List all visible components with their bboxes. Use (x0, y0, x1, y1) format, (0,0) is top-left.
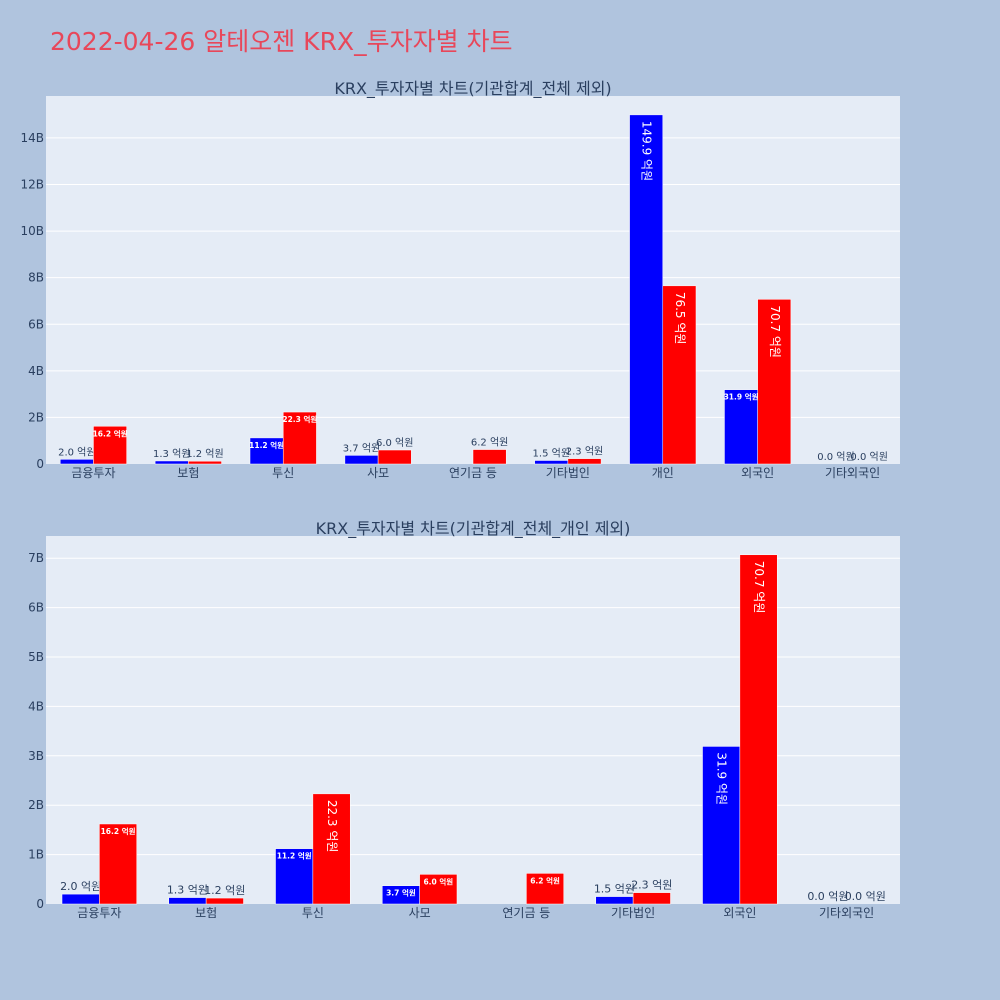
bar (739, 554, 778, 905)
data-label: 1.5 억원 (594, 883, 635, 896)
x-tick-label: 기타외국인 (825, 466, 880, 480)
data-label: 6.2 억원 (530, 875, 560, 885)
x-tick-label: 개인 (652, 466, 674, 480)
data-label: 6.0 억원 (376, 437, 413, 449)
x-tick-label: 외국인 (741, 466, 774, 480)
data-label: 31.9 억원 (724, 392, 759, 402)
bar (99, 823, 137, 905)
x-tick-label: 기타법인 (611, 906, 655, 920)
x-tick-label: 외국인 (723, 906, 756, 920)
y-tick-label: 8B (28, 271, 44, 285)
x-tick-label: 투신 (272, 466, 294, 480)
data-label: 2.3 억원 (631, 879, 672, 892)
bar (205, 897, 244, 905)
y-tick-label: 5B (28, 650, 44, 664)
bar (595, 896, 634, 905)
x-tick-label: 보험 (195, 906, 217, 920)
bar (154, 460, 189, 465)
y-tick-label: 3B (28, 749, 44, 763)
data-label: 6.0 억원 (423, 876, 453, 886)
page-title: 2022-04-26 알테오젠 KRX_투자자별 차트 (50, 27, 513, 56)
y-tick-label: 0 (36, 457, 44, 471)
bar (377, 449, 412, 465)
bar (275, 848, 314, 905)
y-tick-label: 2B (28, 798, 44, 812)
x-tick-label: 기타법인 (546, 466, 590, 480)
y-tick-label: 4B (28, 364, 44, 378)
data-label: 1.5 억원 (533, 448, 570, 460)
data-label: 0.0 억원 (845, 890, 886, 903)
bar (93, 426, 127, 465)
y-tick-label: 6B (28, 317, 44, 331)
bar (344, 455, 379, 465)
bar (526, 873, 564, 905)
data-label: 2.0 억원 (58, 446, 95, 458)
data-label: 1.3 억원 (167, 884, 208, 897)
bar (419, 874, 458, 905)
bar (472, 449, 507, 465)
data-label: 3.7 억원 (386, 888, 416, 898)
y-tick-label: 4B (28, 699, 44, 713)
y-tick-label: 2B (28, 410, 44, 424)
data-label: 1.3 억원 (153, 448, 190, 460)
y-tick-label: 14B (20, 131, 44, 145)
data-label: 149.9 억원 (640, 121, 654, 181)
chart-1: KRX_투자자별 차트(기관합계_전체 제외) 0 2B 4B 6B 8B 10B 12B 14… (20, 79, 900, 480)
bar (632, 892, 671, 905)
chart-title: KRX_투자자별 차트(기관합계_전체_개인 제외) (316, 519, 631, 539)
data-label: 2.3 억원 (566, 446, 603, 458)
x-tick-label: 연기금 등 (449, 466, 497, 480)
data-label: 31.9 억원 (715, 752, 729, 805)
y-tick-label: 6B (28, 601, 44, 615)
data-label: 0.0 억원 (817, 451, 854, 463)
x-tick-label: 연기금 등 (502, 906, 550, 920)
data-label: 16.2 억원 (93, 428, 128, 438)
y-tick-label: 12B (20, 178, 44, 192)
data-label: 22.3 억원 (325, 800, 339, 853)
y-tick-label: 0 (36, 897, 44, 911)
data-label: 11.2 억원 (277, 851, 312, 861)
data-label: 0.0 억원 (850, 451, 887, 463)
data-label: 1.2 억원 (204, 884, 245, 897)
y-tick-label: 10B (20, 224, 44, 238)
x-tick-label: 사모 (409, 906, 431, 920)
data-label: 6.2 억원 (471, 437, 508, 449)
bar (282, 411, 317, 465)
data-label: 70.7 억원 (752, 561, 766, 614)
data-label: 2.0 억원 (60, 880, 101, 893)
bar (534, 460, 569, 465)
data-label: 11.2 억원 (249, 440, 284, 450)
x-tick-label: 사모 (367, 466, 389, 480)
chart-title: KRX_투자자별 차트(기관합계_전체 제외) (334, 79, 611, 99)
data-label: 70.7 억원 (768, 305, 782, 358)
bar (567, 458, 602, 465)
data-label: 3.7 억원 (343, 442, 380, 454)
data-label: 0.0 억원 (807, 890, 848, 903)
bar (724, 389, 758, 465)
chart-2: KRX_투자자별 차트(기관합계_전체_개인 제외) 0 1B 2B 3B 4B 5B 6B 7… (28, 519, 900, 920)
bar (757, 299, 792, 465)
bar (188, 460, 222, 465)
y-tick-label: 7B (28, 551, 44, 565)
x-tick-label: 투신 (302, 906, 324, 920)
x-tick-label: 보험 (177, 466, 199, 480)
bar (61, 893, 100, 905)
x-tick-label: 금융투자 (71, 466, 115, 480)
bar (249, 437, 284, 465)
data-label: 16.2 억원 (101, 826, 136, 836)
data-label: 76.5 억원 (673, 292, 687, 345)
bar (662, 285, 697, 465)
x-tick-label: 금융투자 (77, 906, 121, 920)
bar (702, 746, 741, 905)
bar (59, 459, 94, 465)
bar (168, 897, 207, 905)
bar (629, 114, 664, 465)
bar (312, 793, 351, 905)
y-tick-label: 1B (28, 848, 44, 862)
data-label: 1.2 억원 (186, 448, 223, 460)
x-tick-label: 기타외국인 (819, 906, 874, 920)
data-label: 22.3 억원 (282, 414, 317, 424)
